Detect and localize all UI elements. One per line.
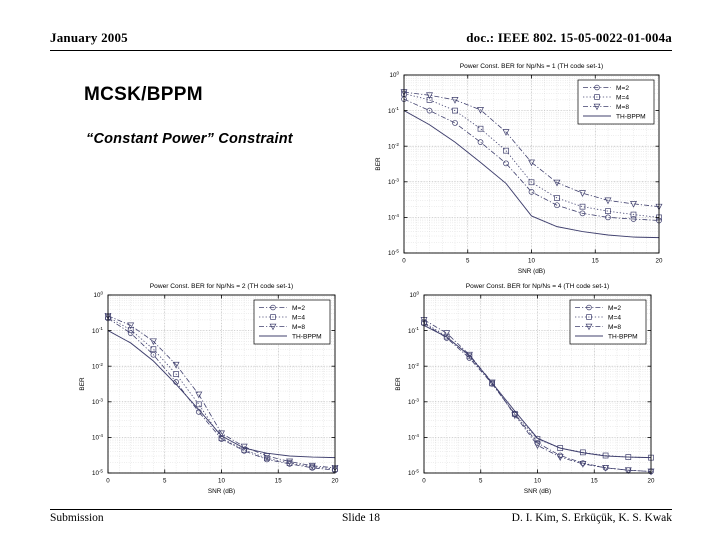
svg-text:0: 0 bbox=[106, 478, 110, 485]
svg-text:TH-BPPM: TH-BPPM bbox=[608, 333, 638, 340]
slide-footer: Submission Slide 18 D. I. Kim, S. Erküçü… bbox=[50, 512, 672, 530]
svg-text:Power Const. BER for Np/Ns = 4: Power Const. BER for Np/Ns = 4 (TH code … bbox=[466, 283, 609, 290]
svg-text:10-1: 10-1 bbox=[408, 326, 419, 335]
chart-np-ns-1: 0 5 10 15 20 100 10-1 10-2 10-3 10-4 10-5 Power Con… bbox=[368, 56, 668, 284]
svg-text:10-3: 10-3 bbox=[408, 397, 419, 406]
svg-text:M=2: M=2 bbox=[616, 85, 629, 92]
svg-text:10-5: 10-5 bbox=[388, 249, 399, 258]
svg-text:TH-BPPM: TH-BPPM bbox=[292, 333, 322, 340]
svg-text:M=4: M=4 bbox=[292, 314, 305, 321]
svg-text:BER: BER bbox=[79, 377, 86, 391]
svg-text:Power Const. BER for Np/Ns = 1: Power Const. BER for Np/Ns = 1 (TH code … bbox=[460, 63, 603, 70]
svg-text:Power Const. BER for Np/Ns = 2: Power Const. BER for Np/Ns = 2 (TH code … bbox=[150, 283, 293, 290]
svg-text:10-5: 10-5 bbox=[92, 469, 103, 478]
svg-text:10-2: 10-2 bbox=[388, 142, 399, 151]
svg-text:BER: BER bbox=[375, 157, 382, 171]
svg-text:5: 5 bbox=[163, 478, 167, 485]
svg-text:10-4: 10-4 bbox=[388, 213, 399, 222]
slide-header: January 2005 doc.: IEEE 802. 15-05-0022-… bbox=[50, 30, 672, 50]
svg-text:10-2: 10-2 bbox=[408, 362, 419, 371]
svg-text:M=8: M=8 bbox=[616, 104, 629, 111]
svg-text:SNR (dB): SNR (dB) bbox=[524, 488, 551, 495]
svg-text:M=4: M=4 bbox=[616, 94, 629, 101]
header-divider bbox=[50, 50, 672, 51]
header-doc-number: doc.: IEEE 802. 15-05-0022-01-004a bbox=[466, 30, 672, 45]
svg-text:10-4: 10-4 bbox=[92, 433, 103, 442]
svg-text:M=2: M=2 bbox=[292, 305, 305, 312]
svg-text:20: 20 bbox=[648, 478, 655, 485]
svg-text:10-3: 10-3 bbox=[92, 397, 103, 406]
svg-text:15: 15 bbox=[275, 478, 282, 485]
svg-text:M=8: M=8 bbox=[292, 324, 305, 331]
svg-text:20: 20 bbox=[332, 478, 339, 485]
chart-np-ns-2: 0 5 10 15 20 100 10-1 10-2 10-3 10-4 10-5 Power Con… bbox=[72, 276, 344, 504]
svg-text:TH-BPPM: TH-BPPM bbox=[616, 113, 646, 120]
svg-text:0: 0 bbox=[402, 258, 406, 265]
svg-text:100: 100 bbox=[410, 291, 420, 300]
chart-np-ns-4: 0 5 10 15 20 100 10-1 10-2 10-3 10-4 10-5 Power Con… bbox=[388, 276, 660, 504]
svg-text:10-5: 10-5 bbox=[408, 469, 419, 478]
svg-text:10-1: 10-1 bbox=[388, 106, 399, 115]
svg-text:M=2: M=2 bbox=[608, 305, 621, 312]
svg-text:10: 10 bbox=[218, 478, 225, 485]
footer-authors: D. I. Kim, S. Erküçük, K. S. Kwak bbox=[511, 512, 672, 524]
svg-text:M=4: M=4 bbox=[608, 314, 621, 321]
header-date: January 2005 bbox=[50, 30, 128, 45]
svg-text:SNR (dB): SNR (dB) bbox=[518, 268, 545, 275]
svg-text:20: 20 bbox=[656, 258, 663, 265]
footer-divider bbox=[50, 509, 672, 510]
page-subtitle: “Constant Power” Constraint bbox=[86, 131, 293, 147]
footer-slide-number: Slide 18 bbox=[341, 512, 381, 524]
svg-text:SNR (dB): SNR (dB) bbox=[208, 488, 235, 495]
svg-text:10: 10 bbox=[534, 478, 541, 485]
svg-text:10-2: 10-2 bbox=[92, 362, 103, 371]
svg-text:10: 10 bbox=[528, 258, 535, 265]
svg-text:0: 0 bbox=[422, 478, 426, 485]
svg-text:10-1: 10-1 bbox=[92, 326, 103, 335]
svg-text:5: 5 bbox=[466, 258, 470, 265]
svg-text:15: 15 bbox=[592, 258, 599, 265]
svg-text:100: 100 bbox=[94, 291, 104, 300]
svg-text:15: 15 bbox=[591, 478, 598, 485]
svg-text:10-4: 10-4 bbox=[408, 433, 419, 442]
svg-text:100: 100 bbox=[390, 71, 400, 80]
svg-text:M=8: M=8 bbox=[608, 324, 621, 331]
svg-text:5: 5 bbox=[479, 478, 483, 485]
page-title: MCSK/BPPM bbox=[84, 84, 203, 105]
footer-submission: Submission bbox=[50, 512, 104, 524]
svg-text:10-3: 10-3 bbox=[388, 177, 399, 186]
svg-text:BER: BER bbox=[395, 377, 402, 391]
